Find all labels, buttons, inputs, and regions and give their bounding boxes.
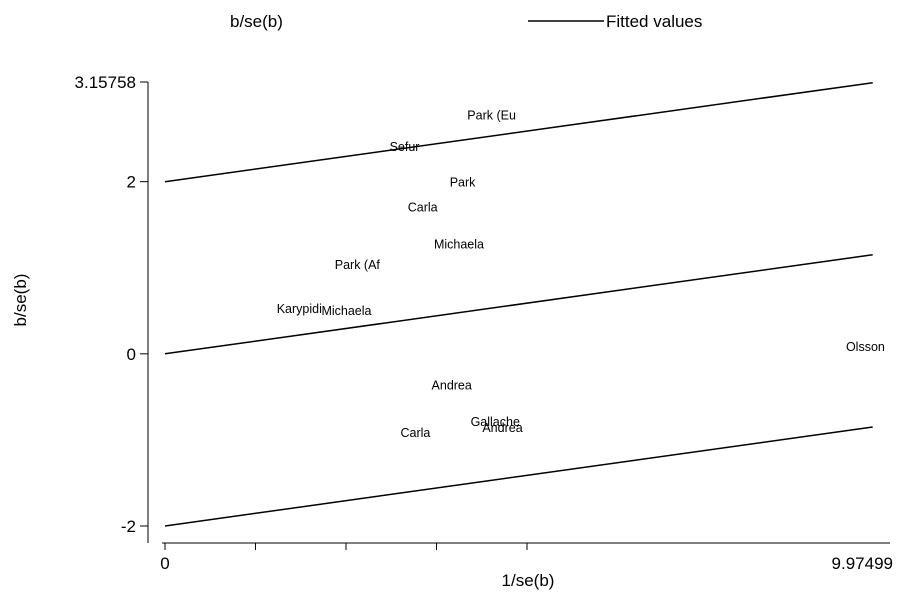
x-ticks: 0 9.97499 [160, 543, 893, 573]
point-label: Sefur [390, 140, 420, 154]
fitted-line [164, 426, 873, 527]
y-tick-label: -2 [121, 517, 136, 536]
point-label: Andrea [482, 421, 522, 435]
legend: b/se(b) Fitted values [230, 12, 702, 31]
point-label: Gallache [471, 415, 520, 429]
x-tick-label: 9.97499 [832, 554, 893, 573]
point-labels: Park (Eu Sefur Park Carla Michaela Park (Af Ka… [277, 108, 885, 440]
legend-label-fitted: Fitted values [606, 12, 702, 31]
fitted-lines [164, 81, 873, 527]
point-label: Carla [408, 200, 438, 214]
y-ticks: -2 0 2 3.15758 [75, 73, 148, 536]
point-label: Michaela [321, 304, 371, 318]
x-tick-label: 0 [160, 554, 169, 573]
point-label: Andrea [432, 379, 472, 393]
point-label: Michaela [434, 237, 484, 251]
y-axis-title: b/se(b) [11, 274, 30, 327]
y-tick-label: 2 [127, 173, 136, 192]
y-tick-label: 0 [127, 345, 136, 364]
legend-label-bse: b/se(b) [230, 12, 283, 31]
y-tick-label: 3.15758 [75, 73, 136, 92]
point-label: Olsson [846, 340, 885, 354]
point-label: Park (Eu [467, 108, 516, 122]
point-label: Park [450, 176, 476, 190]
axes [147, 82, 890, 544]
point-label: Karypidi [277, 302, 322, 316]
point-label: Carla [400, 426, 430, 440]
x-axis-title: 1/se(b) [502, 571, 555, 590]
fitted-line [164, 81, 873, 183]
fitted-line [164, 254, 873, 355]
point-label: Park (Af [335, 258, 381, 272]
